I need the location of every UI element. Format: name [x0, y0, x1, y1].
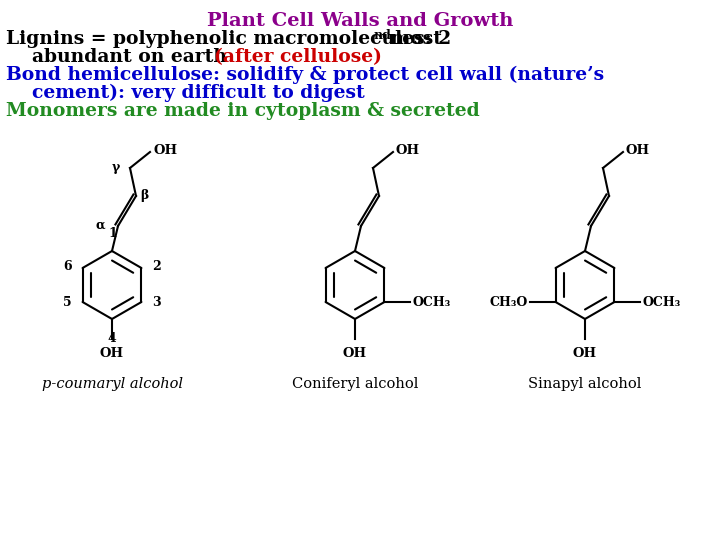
Text: Coniferyl alcohol: Coniferyl alcohol [292, 377, 418, 391]
Text: OH: OH [396, 144, 420, 157]
Text: OH: OH [626, 144, 650, 157]
Text: 1: 1 [109, 227, 117, 240]
Text: 2: 2 [153, 260, 161, 273]
Text: Monomers are made in cytoplasm & secreted: Monomers are made in cytoplasm & secrete… [6, 102, 480, 120]
Text: most: most [384, 30, 442, 48]
Text: γ: γ [112, 160, 120, 173]
Text: OH: OH [573, 347, 597, 360]
Text: 3: 3 [153, 296, 161, 309]
Text: (after cellulose): (after cellulose) [214, 48, 382, 66]
Text: CH₃O: CH₃O [490, 295, 528, 308]
Text: Plant Cell Walls and Growth: Plant Cell Walls and Growth [207, 12, 513, 30]
Text: nd: nd [374, 29, 392, 42]
Text: 6: 6 [63, 260, 71, 273]
Text: OCH₃: OCH₃ [413, 295, 451, 308]
Text: OCH₃: OCH₃ [642, 295, 680, 308]
Text: p-coumaryl alcohol: p-coumaryl alcohol [42, 377, 182, 391]
Text: Bond hemicellulose: solidify & protect cell wall (nature’s: Bond hemicellulose: solidify & protect c… [6, 66, 604, 84]
Text: 5: 5 [63, 296, 71, 309]
Text: OH: OH [343, 347, 367, 360]
Text: α: α [95, 219, 105, 232]
Text: cement): very difficult to digest: cement): very difficult to digest [6, 84, 365, 102]
Text: 4: 4 [107, 332, 117, 345]
Text: OH: OH [100, 347, 124, 360]
Text: OH: OH [153, 144, 177, 157]
Text: Sinapyl alcohol: Sinapyl alcohol [528, 377, 642, 391]
Text: β: β [140, 188, 148, 201]
Text: Lignins = polyphenolic macromolecules: 2: Lignins = polyphenolic macromolecules: 2 [6, 30, 451, 48]
Text: abundant on earth: abundant on earth [6, 48, 233, 66]
